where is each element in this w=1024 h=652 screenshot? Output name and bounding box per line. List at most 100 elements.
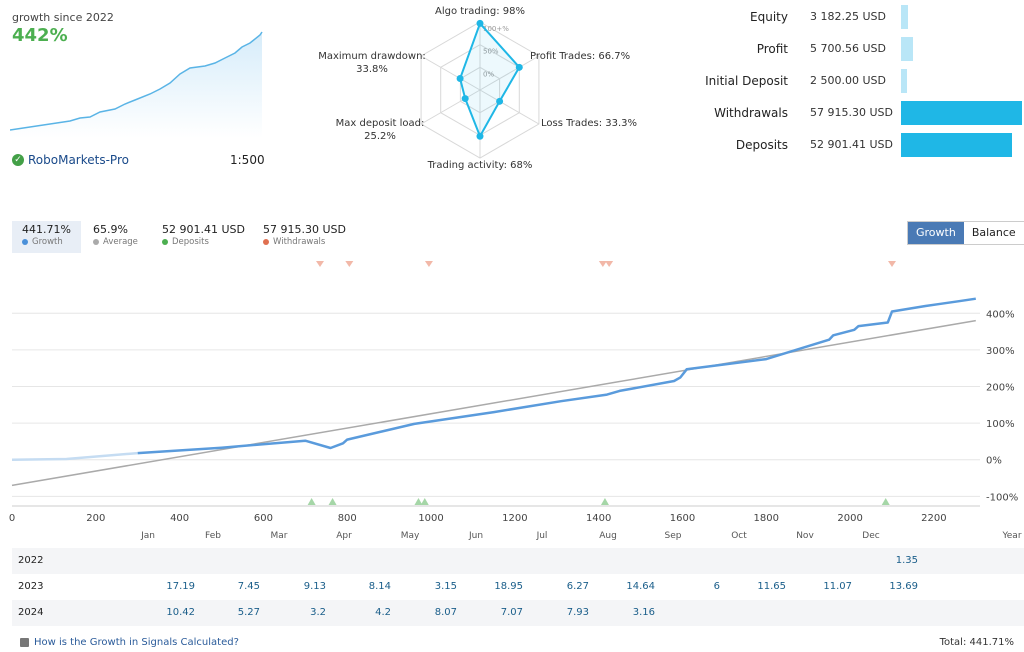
radar-point-load[interactable] <box>461 95 469 103</box>
table-cell: 11.07 <box>823 581 852 592</box>
table-cell: 7.07 <box>500 607 523 618</box>
account-row-profit: Profit 5 700.56 USD <box>680 36 1024 64</box>
stat-growth-label: Growth <box>32 237 63 247</box>
stat-withdrawals[interactable]: 57 915.30 USD Withdrawals <box>253 221 356 253</box>
month-header: Year <box>1002 531 1022 541</box>
radar-chart: 100+% 50% 0% <box>420 19 540 159</box>
total-growth: Total: 441.71% <box>939 637 1014 648</box>
stat-withdrawals-value: 57 915.30 USD <box>263 223 346 236</box>
table-cell: 13.69 <box>889 581 918 592</box>
radar-ring-label: 0% <box>483 70 494 78</box>
table-year: 2024 <box>18 607 44 618</box>
withdrawal-marker[interactable] <box>345 261 354 267</box>
y-tick-label: -100% <box>986 492 1018 503</box>
stat-growth[interactable]: 441.71% Growth <box>12 221 81 253</box>
mini-chart-area <box>10 32 262 138</box>
radar-point-drawdown[interactable] <box>456 75 464 83</box>
table-cell: 8.07 <box>434 607 457 618</box>
withdrawal-marker[interactable] <box>605 261 614 267</box>
y-tick-label: 100% <box>986 419 1015 430</box>
deposit-marker[interactable] <box>600 498 609 505</box>
deposit-marker[interactable] <box>881 498 890 505</box>
table-cell: 5.27 <box>237 607 260 618</box>
account-bar <box>901 69 907 93</box>
y-tick-label: 200% <box>986 383 1015 394</box>
radar-label-drawdown: Maximum drawdown: 33.8% <box>318 51 426 75</box>
account-value: 3 182.25 USD <box>810 10 886 23</box>
table-cell: 3.2 <box>310 607 326 618</box>
account-label: Equity <box>750 10 788 24</box>
leverage: 1:500 <box>230 153 265 167</box>
broker-name[interactable]: ✓ RoboMarkets-Pro <box>12 153 129 167</box>
radar-axis <box>420 89 481 125</box>
average-dot-icon <box>93 239 99 245</box>
table-row: 2022 1.35 1.35% <box>12 548 1024 574</box>
account-value: 5 700.56 USD <box>810 42 886 55</box>
check-icon: ✓ <box>12 154 24 166</box>
withdrawal-marker[interactable] <box>598 261 607 267</box>
month-header: Dec <box>862 531 880 541</box>
withdrawal-marker[interactable] <box>424 261 433 267</box>
radar-label-load: Max deposit load: 25.2% <box>335 118 425 142</box>
account-bar <box>901 101 1022 125</box>
account-row-deposits: Deposits 52 901.41 USD <box>680 132 1024 160</box>
growth-calculation-link[interactable]: How is the Growth in Signals Calculated? <box>20 637 239 648</box>
account-label: Profit <box>756 42 788 56</box>
x-tick-label: 0 <box>9 513 15 524</box>
month-header: Mar <box>270 531 288 541</box>
table-cell: 61.02% <box>1011 607 1024 618</box>
account-value: 57 915.30 USD <box>810 106 893 119</box>
account-value: 52 901.41 USD <box>810 138 893 151</box>
withdrawals-dot-icon <box>263 239 269 245</box>
growth-value: 442% <box>12 25 68 46</box>
table-year: 2022 <box>18 555 44 566</box>
radar-point-profit[interactable] <box>515 63 523 71</box>
table-cell: 6 <box>713 581 720 592</box>
growth-dot-icon <box>22 239 28 245</box>
table-cell: 3.16 <box>632 607 655 618</box>
x-tick-label: 800 <box>338 513 357 524</box>
info-icon <box>20 638 29 647</box>
deposit-marker[interactable] <box>307 498 316 505</box>
balance-button[interactable]: Balance <box>963 222 1024 244</box>
stat-growth-value: 441.71% <box>22 223 71 236</box>
month-header: Aug <box>599 531 617 541</box>
month-header: Oct <box>731 531 747 541</box>
table-cell: 10.42 <box>166 607 195 618</box>
radar-axis <box>479 55 540 91</box>
table-cell: 9.13 <box>303 581 326 592</box>
radar-point-loss[interactable] <box>496 97 504 105</box>
stat-deposits-value: 52 901.41 USD <box>162 223 245 236</box>
growth-caption: growth since 2022 <box>12 11 114 24</box>
account-value: 2 500.00 USD <box>810 74 886 87</box>
stat-average[interactable]: 65.9% Average <box>83 221 148 253</box>
table-cell: 14.64 <box>626 581 655 592</box>
mini-growth-chart <box>10 31 263 138</box>
radar-axis <box>479 89 540 125</box>
chart-mode-toggle: Growth Balance <box>907 221 1024 245</box>
x-tick-label: 1800 <box>754 513 779 524</box>
withdrawal-marker[interactable] <box>316 261 324 267</box>
growth-line <box>137 297 976 455</box>
x-tick-label: 2000 <box>837 513 862 524</box>
account-label: Initial Deposit <box>705 74 788 88</box>
table-cell: 17.19 <box>166 581 195 592</box>
stat-deposits[interactable]: 52 901.41 USD Deposits <box>152 221 255 253</box>
radar-point-algo[interactable] <box>476 19 484 27</box>
radar-axis <box>420 55 481 91</box>
deposit-marker[interactable] <box>420 498 429 505</box>
deposit-marker[interactable] <box>414 498 423 505</box>
month-header: Jul <box>536 531 548 541</box>
table-cell: 4.2 <box>375 607 391 618</box>
radar-point-activity[interactable] <box>476 132 484 140</box>
x-tick-label: 1200 <box>502 513 527 524</box>
radar-label-profit: Profit Trades: 66.7% <box>530 51 631 62</box>
table-cell: 231.96% <box>1011 581 1024 592</box>
table-cell: 7.45 <box>237 581 260 592</box>
growth-button[interactable]: Growth <box>908 222 964 244</box>
radar-label-algo: Algo trading: 98% <box>434 6 525 17</box>
radar-label-activity: Trading activity: 68% <box>427 160 533 171</box>
broker-label: RoboMarkets-Pro <box>28 153 129 167</box>
withdrawal-marker[interactable] <box>888 261 896 267</box>
deposit-marker[interactable] <box>328 498 337 505</box>
